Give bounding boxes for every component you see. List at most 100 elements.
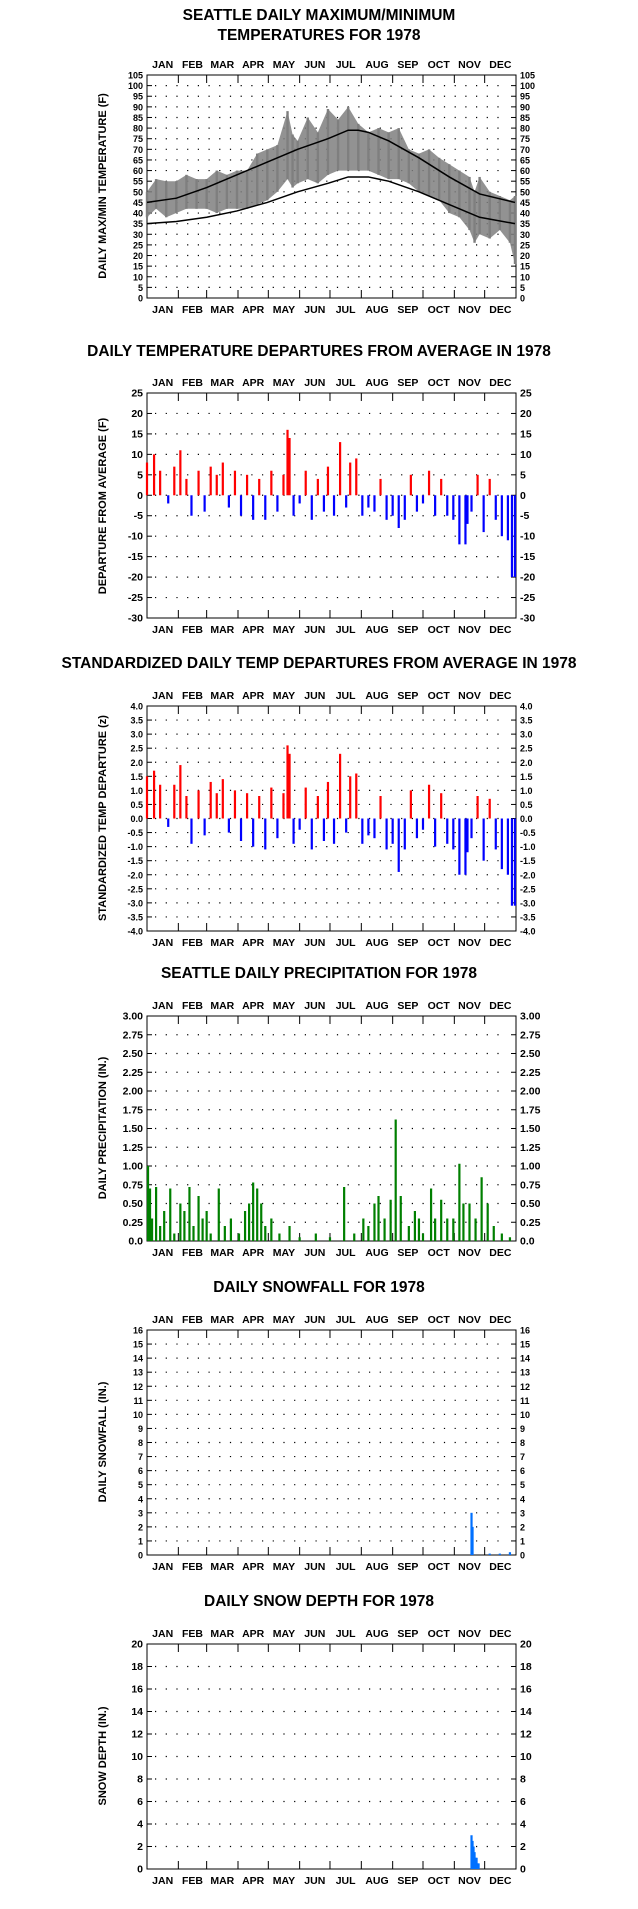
data-bar — [427, 470, 431, 496]
y-tick-label-left: 25 — [133, 240, 143, 250]
data-bar — [488, 1553, 491, 1555]
data-bar — [482, 818, 485, 861]
data-bar — [362, 1218, 365, 1241]
y-tick-label-right: 20 — [520, 408, 532, 420]
data-bar — [373, 495, 376, 512]
data-bar — [310, 818, 313, 850]
data-bar — [510, 818, 514, 906]
month-label-bottom: JUN — [304, 937, 325, 949]
month-label-top: NOV — [458, 59, 481, 71]
month-label-top: OCT — [428, 59, 451, 71]
month-label-bottom: FEB — [182, 1875, 203, 1887]
month-label-bottom: APR — [242, 1247, 265, 1259]
y-tick-label-left: 8 — [138, 1438, 143, 1448]
data-bar — [173, 466, 176, 496]
data-bar — [298, 495, 301, 504]
data-bar — [203, 818, 206, 836]
y-tick-label-right: 20 — [520, 251, 530, 261]
month-label-bottom: MAR — [210, 304, 234, 316]
data-bar — [397, 495, 400, 528]
y-tick-label-right: 0.0 — [520, 814, 533, 824]
y-tick-label-left: 14 — [131, 1706, 143, 1718]
month-label-bottom: JUL — [336, 1247, 356, 1259]
data-bar — [421, 495, 425, 504]
y-tick-label-right: 105 — [520, 71, 535, 81]
data-bar — [252, 1182, 255, 1241]
month-label-top: JAN — [152, 1628, 173, 1640]
month-label-bottom: MAR — [210, 1561, 234, 1573]
plot-frame — [146, 1329, 517, 1556]
month-label-bottom: JAN — [152, 304, 173, 316]
data-bar — [468, 1203, 471, 1241]
month-label-bottom: AUG — [365, 1875, 388, 1887]
y-tick-label-right: -3.0 — [520, 898, 536, 908]
month-label-top: DEC — [489, 1628, 512, 1640]
y-tick-label-left: -25 — [128, 592, 143, 604]
data-bar — [227, 495, 230, 508]
data-bar — [190, 495, 193, 516]
month-label-bottom: DEC — [489, 304, 512, 316]
month-label-top: MAR — [210, 1314, 234, 1326]
y-tick-label-right: 2.50 — [520, 1048, 541, 1060]
data-bar — [492, 1226, 495, 1241]
data-bar — [367, 818, 370, 836]
month-label-top: OCT — [428, 1000, 451, 1012]
data-bar — [434, 818, 437, 847]
y-tick-label-right: 9 — [520, 1424, 525, 1434]
y-tick-label-right: 0 — [520, 294, 525, 304]
data-bar — [353, 1233, 356, 1241]
data-bar — [513, 495, 517, 578]
y-tick-label-left: 12 — [131, 1729, 143, 1741]
y-tick-label-left: 7 — [138, 1452, 143, 1462]
month-label-top: SEP — [397, 1314, 418, 1326]
y-tick-label-right: 25 — [520, 388, 532, 400]
y-tick-label-right: 4 — [520, 1494, 525, 1504]
month-label-top: MAY — [273, 690, 295, 702]
y-tick-label-right: 10 — [520, 1751, 532, 1763]
data-bar — [458, 818, 461, 875]
month-label-bottom: OCT — [428, 937, 451, 949]
data-bar — [361, 818, 364, 844]
y-tick-label-right: 2.00 — [520, 1086, 541, 1098]
panel-daily-precipitation: SEATTLE DAILY PRECIPITATION FOR 1978 DAIL… — [97, 965, 541, 1259]
y-tick-label-left: 0 — [137, 490, 143, 502]
data-bar — [169, 1188, 172, 1241]
y-tick-label-left: 3.5 — [130, 716, 143, 726]
data-bar — [338, 442, 342, 496]
month-label-top: MAY — [273, 377, 295, 389]
data-bar — [458, 1163, 461, 1241]
y-tick-label-left: 2.5 — [130, 744, 143, 754]
y-tick-label-left: 85 — [133, 113, 143, 123]
y-tick-label-right: 1 — [520, 1536, 525, 1546]
y-tick-label-left: -30 — [128, 613, 143, 625]
y-tick-label-right: 12 — [520, 1382, 530, 1392]
y-tick-label-right: 6 — [520, 1466, 525, 1476]
data-bar — [470, 495, 473, 512]
y-tick-label-left: 15 — [133, 1340, 143, 1350]
month-label-bottom: JUN — [304, 624, 325, 636]
month-label-top: NOV — [458, 1314, 481, 1326]
data-bar — [476, 474, 479, 496]
data-bar — [379, 796, 382, 819]
month-label-top: APR — [242, 1000, 265, 1012]
month-label-top: FEB — [182, 377, 203, 389]
y-tick-label-left: -20 — [128, 572, 143, 584]
month-label-top: DEC — [489, 1000, 512, 1012]
data-bar — [270, 787, 273, 819]
data-bar — [506, 818, 510, 875]
month-label-bottom: AUG — [365, 624, 388, 636]
month-label-top: NOV — [458, 690, 481, 702]
month-label-bottom: NOV — [458, 1561, 481, 1573]
data-bar — [252, 818, 255, 847]
month-label-top: JUN — [304, 59, 325, 71]
data-bar — [152, 454, 156, 496]
data-bar — [471, 1526, 474, 1555]
month-label-top: MAR — [210, 690, 234, 702]
y-tick-label-left: 0.75 — [123, 1179, 144, 1191]
y-tick-label-left: 11 — [133, 1396, 143, 1406]
month-label-top: AUG — [365, 1628, 388, 1640]
y-tick-label-right: 8 — [520, 1438, 525, 1448]
chart-title: STANDARDIZED DAILY TEMP DEPARTURES FROM … — [61, 655, 576, 672]
data-bar — [326, 466, 330, 496]
data-bar — [367, 495, 370, 508]
